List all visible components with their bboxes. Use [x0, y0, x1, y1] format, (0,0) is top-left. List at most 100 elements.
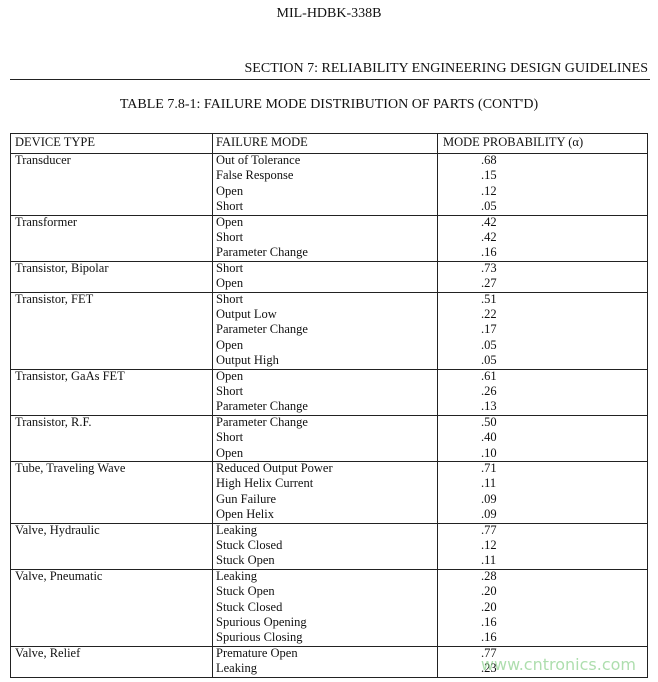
failure-mode: Gun Failure — [216, 491, 277, 506]
failure-mode: Short — [216, 384, 244, 398]
row-divider — [11, 214, 647, 216]
mode-probability: .28 — [481, 568, 497, 583]
failure-mode: Open — [216, 368, 244, 383]
device-type: Transistor, Bipolar — [15, 260, 109, 275]
row-divider — [11, 414, 647, 416]
mode-probability: .09 — [481, 507, 497, 522]
mode-probability: .77 — [481, 645, 497, 660]
mode-probability: .20 — [481, 599, 497, 614]
mode-probability: .05 — [481, 337, 497, 352]
mode-probability: .77 — [481, 522, 497, 537]
row-divider — [11, 153, 647, 154]
section-title: SECTION 7: RELIABILITY ENGINEERING DESIG… — [244, 61, 648, 76]
doc-id: MIL-HDBK-338B — [276, 6, 382, 21]
mode-probability: .40 — [481, 430, 497, 445]
row-divider — [11, 461, 647, 462]
mode-probability: .10 — [481, 445, 497, 460]
mode-probability: .12 — [481, 538, 497, 552]
mode-probability: .05 — [481, 353, 497, 368]
row-divider — [11, 676, 647, 678]
column-divider — [212, 134, 213, 678]
row-divider — [11, 645, 647, 647]
failure-mode: Short — [216, 260, 244, 275]
device-type: Valve, Pneumatic — [15, 568, 103, 583]
failure-mode: Open — [216, 183, 244, 198]
mode-probability: .50 — [481, 414, 497, 429]
failure-mode: Stuck Closed — [216, 538, 283, 552]
mode-probability: .42 — [481, 230, 497, 244]
failure-mode: Leaking — [216, 568, 257, 583]
mode-probability: .11 — [481, 476, 497, 491]
row-divider — [11, 260, 647, 262]
failure-mode: Spurious Opening — [216, 615, 307, 629]
watermark: www.cntronics.com — [480, 655, 636, 674]
mode-probability: .20 — [481, 584, 497, 599]
mode-probability: .23 — [481, 661, 497, 676]
failure-mode: Open Helix — [216, 507, 274, 522]
mode-probability: .16 — [481, 615, 497, 629]
header-rule — [10, 79, 650, 80]
failure-mode: Short — [216, 199, 244, 214]
failure-mode: Stuck Open — [216, 553, 275, 568]
column-header: FAILURE MODE — [216, 135, 308, 149]
failure-mode: Output Low — [216, 307, 277, 321]
mode-probability: .05 — [481, 199, 497, 214]
mode-probability: .09 — [481, 491, 497, 506]
mode-probability: .13 — [481, 399, 497, 414]
failure-mode: Parameter Change — [216, 322, 308, 337]
table: DEVICE TYPE FAILURE MODE MODE PROBABILITY … — [10, 133, 648, 678]
failure-mode: Parameter Change — [216, 399, 308, 414]
failure-mode: Stuck Open — [216, 584, 275, 599]
column-header: DEVICE TYPE — [15, 135, 95, 149]
device-type: Valve, Relief — [15, 645, 81, 660]
device-type: Transformer — [15, 214, 78, 229]
mode-probability: .27 — [481, 276, 497, 291]
failure-mode: False Response — [216, 168, 294, 183]
mode-probability: .26 — [481, 384, 497, 398]
mode-probability: .12 — [481, 183, 497, 198]
failure-mode: Open — [216, 445, 244, 460]
mode-probability: .73 — [481, 260, 497, 275]
mode-probability: .15 — [481, 168, 497, 183]
failure-mode: Leaking — [216, 522, 257, 537]
mode-probability: .61 — [481, 368, 497, 383]
failure-mode: Open — [216, 214, 244, 229]
failure-mode: Parameter Change — [216, 245, 308, 260]
mode-probability: .68 — [481, 153, 497, 167]
failure-mode: Short — [216, 430, 244, 445]
device-type: Valve, Hydraulic — [15, 522, 100, 537]
column-header: MODE PROBABILITY (α) — [443, 135, 584, 149]
device-type: Transistor, R.F. — [15, 414, 92, 429]
failure-mode: Open — [216, 337, 244, 352]
failure-mode: Output High — [216, 353, 279, 368]
mode-probability: .16 — [481, 630, 497, 645]
failure-mode: Short — [216, 230, 244, 244]
row-divider — [11, 368, 647, 370]
failure-mode: Parameter Change — [216, 414, 308, 429]
row-divider — [11, 522, 647, 524]
failure-mode: Out of Tolerance — [216, 153, 301, 167]
failure-mode: High Helix Current — [216, 476, 314, 491]
failure-mode: Leaking — [216, 661, 257, 676]
device-type: Transistor, GaAs FET — [15, 368, 125, 383]
table-title: TABLE 7.8-1: FAILURE MODE DISTRIBUTION O… — [119, 97, 539, 112]
mode-probability: .51 — [481, 291, 497, 306]
mode-probability: .22 — [481, 307, 497, 321]
mode-probability: .71 — [481, 461, 497, 475]
row-divider — [11, 291, 647, 293]
mode-probability: .16 — [481, 245, 497, 260]
mode-probability: .17 — [481, 322, 497, 337]
failure-mode: Premature Open — [216, 645, 298, 660]
failure-mode: Open — [216, 276, 244, 291]
column-divider — [437, 134, 438, 678]
failure-mode: Short — [216, 291, 244, 306]
mode-probability: .42 — [481, 214, 497, 229]
failure-mode: Spurious Closing — [216, 630, 303, 645]
device-type: Tube, Traveling Wave — [15, 461, 126, 475]
device-type: Transducer — [15, 153, 71, 167]
failure-mode: Reduced Output Power — [216, 461, 333, 475]
failure-mode: Stuck Closed — [216, 599, 283, 614]
row-divider — [11, 568, 647, 570]
device-type: Transistor, FET — [15, 291, 94, 306]
